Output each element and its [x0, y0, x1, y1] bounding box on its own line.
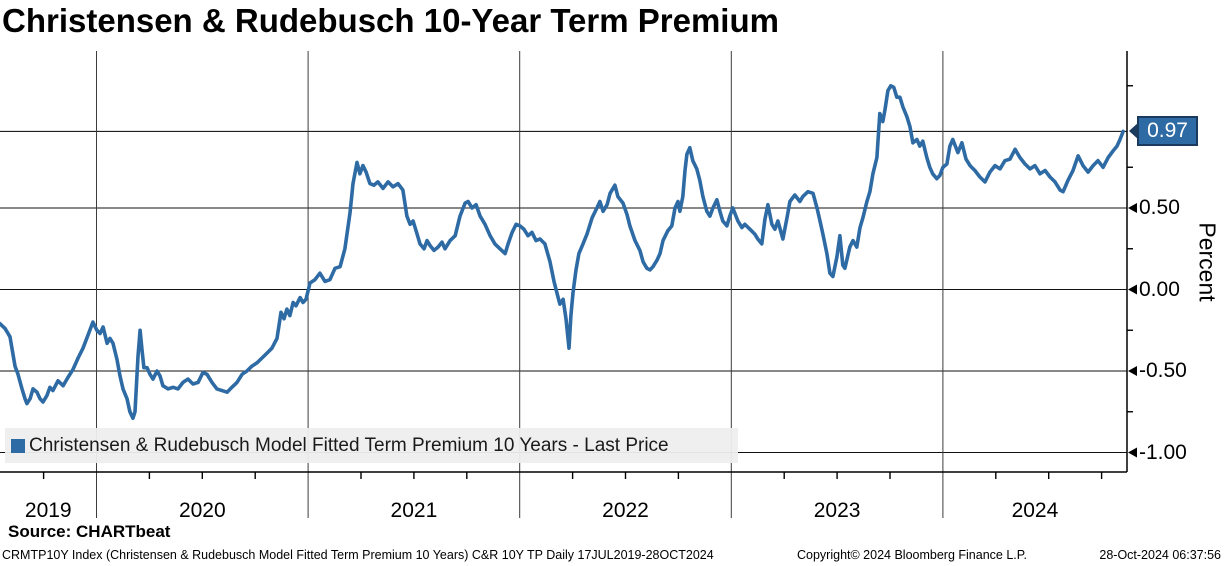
- x-axis-label-2021: 2021: [390, 499, 438, 522]
- y-axis-label-0.50: 0.50: [1139, 196, 1180, 219]
- y-major-tick-arrow: [1128, 366, 1137, 376]
- source-label: Source: CHARTbeat: [8, 522, 171, 541]
- y-axis-title: Percent: [1194, 222, 1221, 302]
- x-axis-label-2019: 2019: [24, 499, 72, 522]
- series-line[interactable]: [0, 84, 1125, 421]
- last-price-badge[interactable]: 0.97: [1137, 116, 1198, 147]
- axes: [0, 51, 1137, 479]
- x-axis-label-2023: 2023: [813, 499, 861, 522]
- y-major-tick-arrow: [1128, 447, 1137, 458]
- footer-copyright: Copyright© 2024 Bloomberg Finance L.P.: [797, 548, 1027, 562]
- y-major-tick-arrow: [1128, 284, 1137, 295]
- footer-ticker-info: CRMTP10Y Index (Christensen & Rudebusch …: [2, 548, 714, 562]
- x-axis-label-2022: 2022: [602, 499, 649, 522]
- y-axis-label--0.50: -0.50: [1139, 359, 1187, 382]
- x-axis-label-2024: 2024: [1011, 499, 1059, 522]
- chart-title: Christensen & Rudebusch 10-Year Term Pre…: [2, 2, 779, 39]
- legend-item[interactable]: Christensen & Rudebusch Model Fitted Ter…: [5, 428, 738, 463]
- price-line-series[interactable]: [0, 84, 1125, 421]
- legend-label: Christensen & Rudebusch Model Fitted Ter…: [29, 434, 669, 456]
- y-major-tick-arrow: [1128, 203, 1137, 213]
- y-axis-label-0.00: 0.00: [1139, 277, 1180, 301]
- y-axis-label--1.00: -1.00: [1139, 440, 1187, 464]
- legend-swatch-icon: [11, 438, 25, 453]
- x-axis-label-2020: 2020: [178, 499, 226, 522]
- footer-timestamp: 28-Oct-2024 06:37:56: [1099, 548, 1221, 562]
